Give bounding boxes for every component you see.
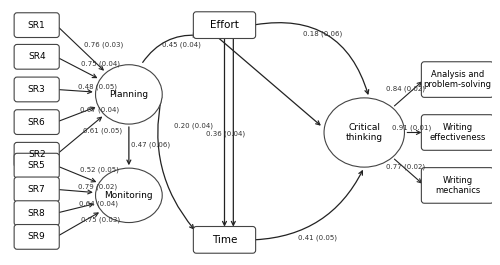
Text: Writing
mechanics: Writing mechanics bbox=[435, 176, 480, 195]
Text: 0.67 (0.04): 0.67 (0.04) bbox=[80, 107, 119, 113]
FancyBboxPatch shape bbox=[14, 13, 59, 38]
Text: 0.41 (0.05): 0.41 (0.05) bbox=[298, 235, 337, 241]
Text: 0.47 (0.06): 0.47 (0.06) bbox=[132, 142, 170, 148]
FancyBboxPatch shape bbox=[14, 45, 59, 69]
Text: 0.77 (0.02): 0.77 (0.02) bbox=[386, 163, 426, 170]
FancyBboxPatch shape bbox=[14, 201, 59, 226]
Text: Analysis and
problem-solving: Analysis and problem-solving bbox=[424, 70, 492, 89]
FancyBboxPatch shape bbox=[14, 153, 59, 178]
FancyBboxPatch shape bbox=[14, 177, 59, 202]
Text: 0.18 (0.06): 0.18 (0.06) bbox=[303, 30, 342, 37]
Text: SR9: SR9 bbox=[28, 232, 46, 241]
Ellipse shape bbox=[96, 65, 162, 124]
Text: SR4: SR4 bbox=[28, 52, 46, 61]
FancyBboxPatch shape bbox=[422, 62, 494, 97]
Text: 0.45 (0.04): 0.45 (0.04) bbox=[162, 42, 201, 48]
FancyBboxPatch shape bbox=[422, 168, 494, 203]
Text: SR7: SR7 bbox=[28, 185, 46, 194]
Text: 0.75 (0.04): 0.75 (0.04) bbox=[80, 60, 120, 67]
Text: 0.20 (0.04): 0.20 (0.04) bbox=[174, 123, 213, 129]
Text: Effort: Effort bbox=[210, 20, 239, 30]
Text: Critical
thinking: Critical thinking bbox=[346, 123, 383, 142]
Text: 0.61 (0.05): 0.61 (0.05) bbox=[83, 127, 122, 134]
Text: SR2: SR2 bbox=[28, 150, 46, 159]
Text: SR3: SR3 bbox=[28, 85, 46, 94]
FancyBboxPatch shape bbox=[14, 142, 59, 167]
Text: SR6: SR6 bbox=[28, 118, 46, 127]
Text: SR1: SR1 bbox=[28, 21, 46, 30]
Text: Planning: Planning bbox=[110, 90, 148, 99]
FancyBboxPatch shape bbox=[14, 77, 59, 102]
Text: Writing
effectiveness: Writing effectiveness bbox=[429, 123, 486, 142]
Text: 0.64 (0.04): 0.64 (0.04) bbox=[79, 200, 118, 207]
FancyBboxPatch shape bbox=[194, 12, 256, 38]
FancyBboxPatch shape bbox=[14, 110, 59, 134]
Text: 0.48 (0.05): 0.48 (0.05) bbox=[78, 83, 118, 90]
Text: 0.91 (0.01): 0.91 (0.01) bbox=[392, 124, 432, 131]
Text: SR8: SR8 bbox=[28, 209, 46, 218]
Text: SR5: SR5 bbox=[28, 161, 46, 170]
FancyBboxPatch shape bbox=[422, 115, 494, 150]
Ellipse shape bbox=[96, 168, 162, 223]
Text: 0.79 (0.02): 0.79 (0.02) bbox=[78, 183, 118, 190]
Text: 0.75 (0.03): 0.75 (0.03) bbox=[82, 216, 120, 223]
Text: 0.36 (0.04): 0.36 (0.04) bbox=[206, 131, 246, 137]
Text: Time: Time bbox=[212, 235, 237, 245]
Text: 0.84 (0.02): 0.84 (0.02) bbox=[386, 85, 426, 92]
FancyBboxPatch shape bbox=[194, 227, 256, 253]
Text: Monitoring: Monitoring bbox=[104, 191, 153, 200]
Text: 0.76 (0.03): 0.76 (0.03) bbox=[84, 41, 123, 48]
Text: 0.52 (0.05): 0.52 (0.05) bbox=[80, 167, 119, 173]
FancyBboxPatch shape bbox=[14, 224, 59, 249]
Ellipse shape bbox=[324, 98, 404, 167]
